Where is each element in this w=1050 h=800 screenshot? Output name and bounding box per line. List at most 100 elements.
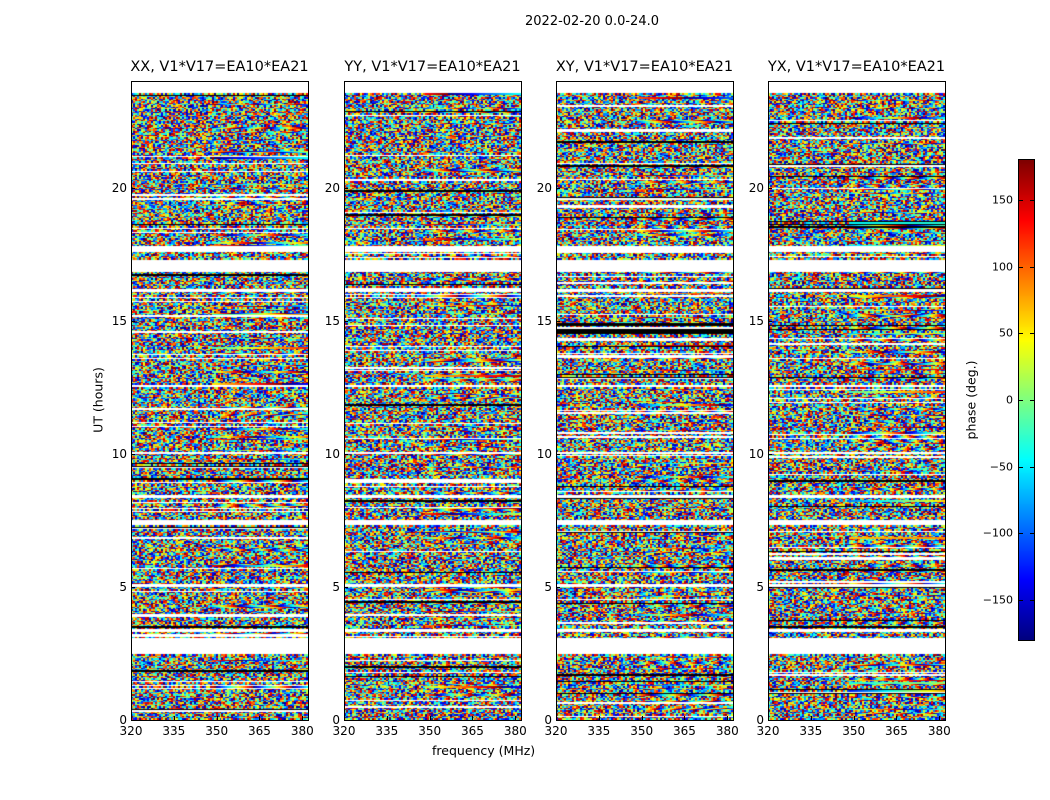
x-tick-label: 350: [205, 724, 229, 738]
y-tick-label: 20: [324, 180, 340, 195]
x-tick-label: 380: [927, 724, 951, 738]
y-tick-label: 5: [332, 579, 340, 594]
y-tick-mark: [344, 320, 348, 322]
x-tick-label: 335: [375, 724, 399, 738]
x-tick-mark: [556, 716, 557, 720]
x-tick-label: 320: [332, 724, 356, 738]
colorbar-gradient: [1019, 160, 1034, 640]
heatmap-panel-xx: [131, 81, 309, 721]
y-tick-label: 20: [536, 180, 552, 195]
x-tick-mark: [768, 716, 769, 720]
colorbar-tick-label: −150: [982, 593, 1013, 607]
y-tick-label: 10: [536, 446, 552, 461]
panel-title: XY, V1*V17=EA10*EA21: [555, 59, 734, 75]
x-tick-label: 335: [799, 724, 823, 738]
x-tick-label: 350: [842, 724, 866, 738]
heatmap-panel-yy: [344, 81, 522, 721]
y-tick-mark: [768, 453, 772, 455]
x-tick-mark: [344, 716, 345, 720]
colorbar-tick-label: 100: [992, 260, 1013, 274]
heatmap-panel-xy: [556, 81, 734, 721]
heatmap-cells: [132, 82, 308, 720]
x-tick-mark: [386, 716, 388, 720]
colorbar-tick-mark: [1019, 266, 1023, 268]
colorbar-tick-label: 50: [999, 326, 1013, 340]
x-tick-mark: [727, 716, 729, 720]
heatmap-cells: [769, 82, 945, 720]
colorbar-tick-mark: [1019, 400, 1023, 401]
x-tick-mark: [939, 716, 941, 720]
y-tick-label: 5: [544, 579, 552, 594]
x-tick-mark: [641, 716, 643, 720]
y-tick-label: 15: [748, 313, 764, 328]
heatmap-cells: [557, 82, 733, 720]
y-tick-label: 10: [748, 446, 764, 461]
x-tick-label: 320: [756, 724, 780, 738]
y-tick-label: 5: [119, 579, 127, 594]
x-tick-label: 350: [418, 724, 442, 738]
colorbar-tick-label: 150: [992, 193, 1013, 207]
y-tick-label: 20: [111, 180, 127, 195]
colorbar-tick-mark: [1030, 200, 1034, 201]
colorbar-label: phase (deg.): [963, 360, 979, 440]
panel-title: XX, V1*V17=EA10*EA21: [130, 59, 309, 75]
colorbar-tick-mark: [1019, 333, 1023, 335]
figure-title: 2022-02-20 0.0-24.0: [525, 14, 659, 29]
y-tick-mark: [556, 320, 560, 322]
y-tick-label: 20: [748, 180, 764, 195]
colorbar-tick-mark: [1030, 266, 1034, 268]
y-tick-label: 0: [332, 713, 340, 727]
colorbar-tick-label: −100: [982, 526, 1013, 540]
colorbar-tick-mark: [1030, 466, 1034, 468]
colorbar-tick-mark: [1030, 333, 1034, 335]
y-tick-label: 10: [324, 446, 340, 461]
y-tick-mark: [768, 187, 772, 189]
x-tick-mark: [302, 716, 304, 720]
x-tick-label: 380: [290, 724, 314, 738]
y-tick-mark: [556, 453, 560, 455]
x-tick-mark: [810, 716, 812, 720]
x-tick-label: 320: [119, 724, 143, 738]
y-tick-mark: [344, 187, 348, 189]
panel-title: YY, V1*V17=EA10*EA21: [344, 59, 521, 75]
y-tick-mark: [344, 453, 348, 455]
x-tick-label: 365: [248, 724, 271, 738]
x-tick-mark: [216, 716, 218, 720]
y-tick-mark: [344, 586, 348, 588]
y-tick-label: 0: [119, 713, 127, 727]
y-tick-label: 15: [324, 313, 340, 328]
x-tick-mark: [472, 716, 474, 720]
colorbar-tick-mark: [1019, 200, 1023, 201]
x-tick-mark: [684, 716, 686, 720]
x-tick-mark: [896, 716, 898, 720]
y-tick-mark: [131, 187, 135, 189]
y-tick-label: 15: [111, 313, 127, 328]
y-tick-label: 15: [536, 313, 552, 328]
colorbar-tick-mark: [1019, 600, 1023, 601]
y-axis-label: UT (hours): [90, 367, 106, 433]
x-tick-label: 380: [503, 724, 527, 738]
heatmap-cells: [345, 82, 521, 720]
y-tick-mark: [768, 320, 772, 322]
x-tick-mark: [259, 716, 261, 720]
x-tick-mark: [131, 716, 132, 720]
y-tick-label: 5: [756, 579, 764, 594]
x-tick-label: 335: [162, 724, 186, 738]
y-tick-mark: [131, 453, 135, 455]
x-tick-label: 365: [461, 724, 484, 738]
colorbar: [1018, 159, 1035, 641]
y-tick-label: 10: [111, 446, 127, 461]
colorbar-tick-mark: [1019, 466, 1023, 468]
y-tick-mark: [131, 320, 135, 322]
colorbar-tick-mark: [1030, 400, 1034, 401]
y-tick-mark: [556, 187, 560, 189]
heatmap-panel-yx: [768, 81, 946, 721]
y-tick-label: 0: [544, 713, 552, 727]
x-tick-mark: [598, 716, 600, 720]
x-tick-label: 365: [885, 724, 908, 738]
y-tick-mark: [768, 586, 772, 588]
x-tick-mark: [429, 716, 431, 720]
x-tick-label: 365: [673, 724, 696, 738]
y-tick-mark: [131, 720, 135, 721]
